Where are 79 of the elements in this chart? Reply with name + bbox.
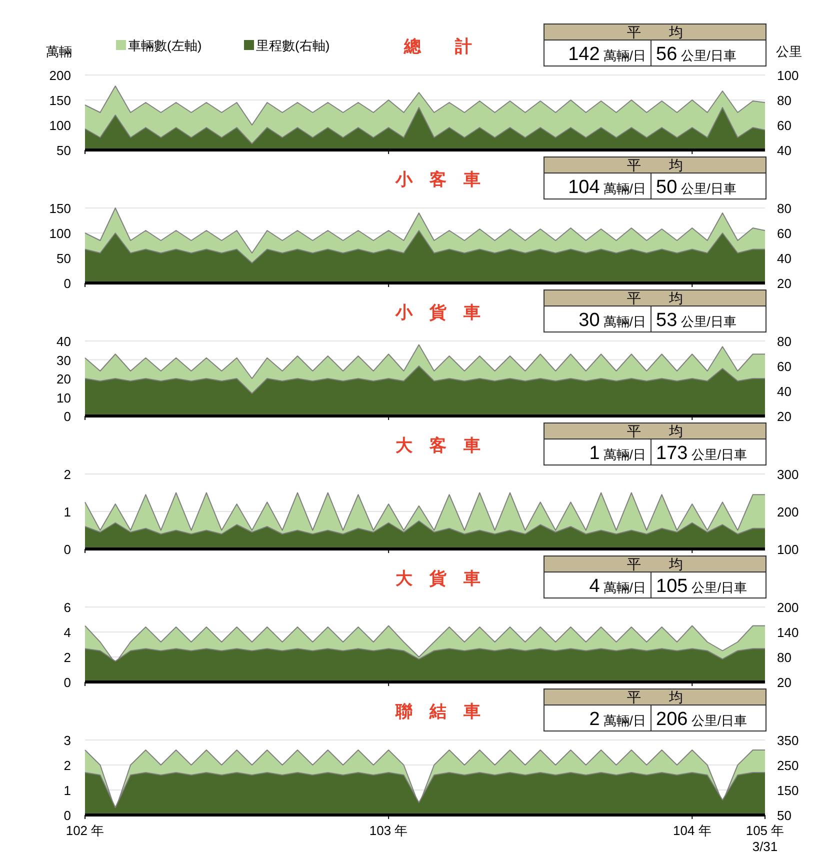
chart-title: 聯 結 車 xyxy=(394,702,480,721)
y-tick-label: 2 xyxy=(64,758,71,773)
text: 1 萬輛/日 xyxy=(589,443,646,464)
text: 平 均 xyxy=(627,157,683,173)
text: 173 公里/日車 xyxy=(656,443,747,464)
x-tick-label: 102 年 xyxy=(66,823,104,838)
y2-tick-label: 200 xyxy=(777,600,799,615)
y-tick-label: 50 xyxy=(56,251,71,266)
y-tick-label: 4 xyxy=(64,625,71,640)
text: 平 均 xyxy=(627,689,683,705)
y2-tick-label: 60 xyxy=(777,226,792,241)
text: 平 均 xyxy=(627,24,683,40)
y-tick-label: 0 xyxy=(64,808,71,823)
y-tick-label: 1 xyxy=(64,783,71,798)
chart-title: 總 計 xyxy=(403,37,472,56)
y-tick-label: 1 xyxy=(64,504,71,520)
y2-tick-label: 40 xyxy=(777,384,792,399)
y2-tick-label: 20 xyxy=(777,276,792,291)
y-tick-label: 200 xyxy=(49,68,71,83)
x-tick-label: 103 年 xyxy=(369,823,408,838)
chart-title: 大 貨 車 xyxy=(396,569,480,588)
chart-title: 小 貨 車 xyxy=(394,303,480,322)
y2-tick-label: 20 xyxy=(777,675,792,690)
y-tick-label: 50 xyxy=(56,143,71,158)
text: 56 公里/日車 xyxy=(656,44,736,65)
y-tick-label: 150 xyxy=(49,93,71,108)
x-tick-label: 105 年 3/31 xyxy=(746,823,784,854)
y2-tick-label: 80 xyxy=(777,650,792,665)
chart-title: 小 客 車 xyxy=(394,170,480,189)
y-axis-title: 萬輛 xyxy=(46,44,72,59)
y-tick-label: 40 xyxy=(56,334,71,349)
y-tick-label: 2 xyxy=(64,467,71,482)
y-tick-label: 30 xyxy=(56,352,71,368)
y2-tick-label: 60 xyxy=(777,359,792,374)
y-tick-label: 0 xyxy=(64,276,71,291)
y-tick-label: 0 xyxy=(64,409,71,424)
y2-tick-label: 100 xyxy=(777,68,799,83)
y2-tick-label: 300 xyxy=(777,467,799,482)
text: 50 公里/日車 xyxy=(656,177,736,198)
y-tick-label: 10 xyxy=(56,390,71,406)
text: 2 萬輛/日 xyxy=(589,709,646,730)
y-tick-label: 2 xyxy=(64,650,71,665)
y-tick-label: 0 xyxy=(64,542,71,557)
y2-axis-title: 公里 xyxy=(776,44,802,59)
text: 206 公里/日車 xyxy=(656,709,747,730)
y-tick-label: 150 xyxy=(49,201,71,216)
y2-tick-label: 20 xyxy=(777,409,792,424)
text: 30 萬輛/日 xyxy=(578,310,646,331)
y-tick-label: 20 xyxy=(56,372,71,386)
y-tick-label: 0 xyxy=(64,675,71,690)
text: 142 萬輛/日 xyxy=(568,44,646,65)
y2-tick-label: 150 xyxy=(777,783,799,798)
x-tick-label: 104 年 xyxy=(672,823,712,838)
text: 105 公里/日車 xyxy=(656,576,747,597)
legend-label: 里程數(右軸) xyxy=(256,38,330,53)
y-tick-label: 6 xyxy=(64,600,71,615)
text: 平 均 xyxy=(627,290,683,306)
y2-tick-label: 80 xyxy=(777,201,792,216)
text: 平 均 xyxy=(627,556,683,572)
text: 4 萬輛/日 xyxy=(589,576,646,597)
y2-tick-label: 100 xyxy=(777,542,799,557)
y2-tick-label: 60 xyxy=(777,118,792,133)
y2-tick-label: 250 xyxy=(777,758,799,773)
y2-tick-label: 80 xyxy=(777,334,792,349)
chart-title: 大 客 車 xyxy=(396,436,480,455)
y2-tick-label: 40 xyxy=(777,251,792,266)
y-tick-label: 100 xyxy=(49,226,71,241)
y2-tick-label: 200 xyxy=(777,504,799,520)
y2-tick-label: 80 xyxy=(777,93,792,108)
y-tick-label: 3 xyxy=(64,733,71,748)
text: 104 萬輛/日 xyxy=(568,177,646,198)
y2-tick-label: 40 xyxy=(777,143,792,158)
text: 平 均 xyxy=(627,423,683,439)
y2-tick-label: 50 xyxy=(777,808,792,823)
y2-tick-label: 140 xyxy=(777,625,799,640)
y2-tick-label: 350 xyxy=(777,733,799,748)
y-tick-label: 100 xyxy=(49,118,71,133)
legend-label: 車輛數(左軸) xyxy=(128,38,202,53)
text: 53 公里/日車 xyxy=(656,310,736,331)
